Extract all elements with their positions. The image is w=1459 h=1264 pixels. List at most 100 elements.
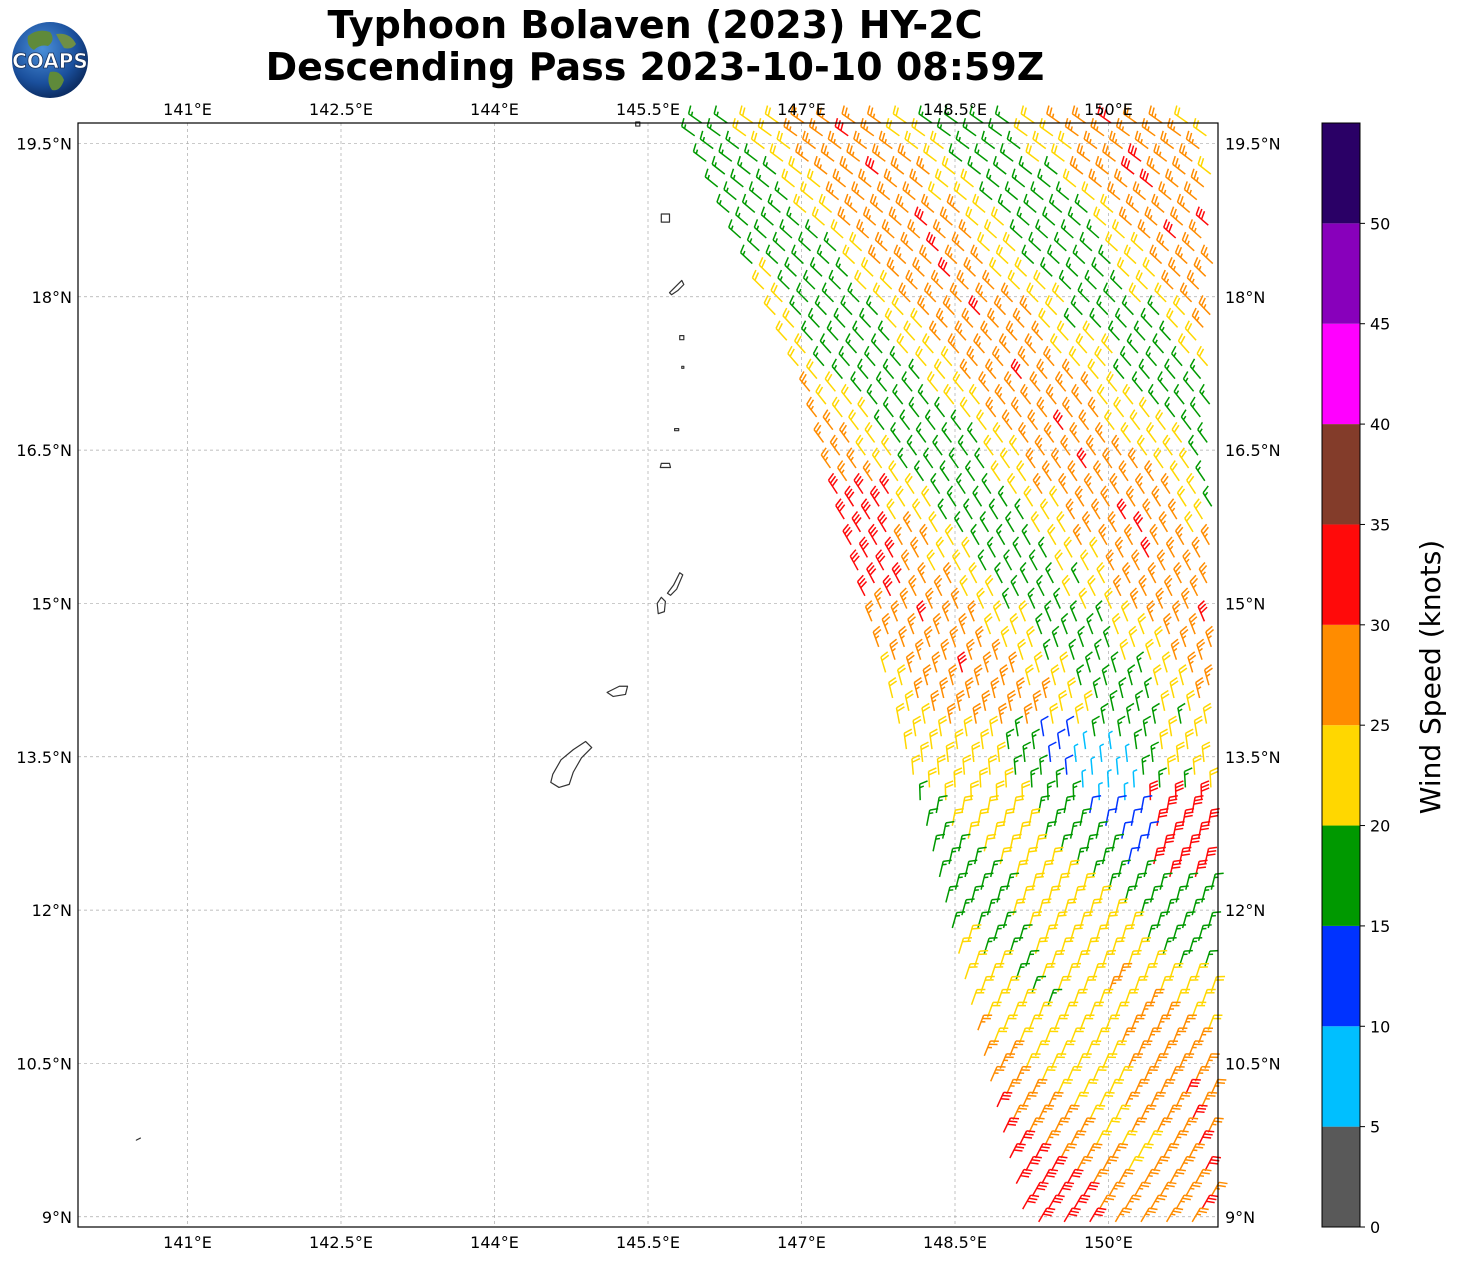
island-outline (660, 213, 671, 223)
wind-barb (1083, 472, 1094, 495)
wind-barb (983, 434, 994, 456)
wind-barb (986, 794, 999, 814)
wind-barb (1069, 421, 1080, 443)
wind-barb (1108, 872, 1122, 890)
lon-tick-label-top: 145.5°E (616, 100, 680, 119)
wind-barb (1191, 1207, 1209, 1223)
wind-barb (1018, 600, 1028, 622)
wind-barb (1160, 472, 1171, 495)
wind-barb (1138, 358, 1150, 380)
wind-barb (864, 600, 874, 622)
wind-barb (969, 105, 984, 124)
wind-barb (1142, 715, 1152, 737)
wind-barb (1063, 1001, 1079, 1018)
wind-barb (918, 244, 932, 265)
lat-tick-label-right: 12°N (1225, 901, 1265, 920)
wind-barb (960, 168, 974, 188)
wind-barb (1188, 1040, 1204, 1057)
wind-barb (909, 536, 920, 558)
wind-barb (1178, 1053, 1195, 1069)
wind-barb (926, 371, 939, 392)
wind-barb (936, 118, 951, 137)
wind-barb (1018, 924, 1033, 942)
wind-barb (1177, 333, 1190, 354)
wind-barb (900, 549, 910, 571)
wind-barb (944, 780, 954, 801)
wind-barb (935, 536, 945, 558)
wind-barb (977, 549, 987, 571)
wind-barb (946, 485, 957, 507)
wind-barb (967, 155, 982, 175)
wind-barb (1100, 193, 1114, 213)
wind-barb (1046, 105, 1061, 124)
wind-barb (939, 206, 953, 226)
wind-barb (1045, 383, 1057, 405)
wind-barb (1031, 728, 1040, 750)
wind-barb (1012, 307, 1025, 328)
wind-barb (1002, 1117, 1020, 1133)
wind-barb (1201, 1091, 1218, 1108)
wind-barb (881, 612, 891, 635)
wind-barb (853, 472, 864, 495)
lon-tick-label-bottom: 148.5°E (923, 1233, 987, 1252)
wind-barb (1025, 846, 1039, 865)
wind-barb (1187, 434, 1199, 456)
wind-barb (1162, 937, 1177, 954)
wind-barb (999, 664, 1009, 686)
wind-barb (1096, 383, 1108, 405)
colorbar: 0 5 10 15 20 25 30 35 40 45 50 (1321, 122, 1390, 1237)
wind-barb (1060, 1040, 1076, 1057)
wind-barb (1079, 1117, 1096, 1133)
wind-barb (877, 320, 890, 341)
wind-barb (1008, 434, 1020, 456)
wind-barb (923, 143, 937, 162)
wind-barb (1194, 859, 1208, 878)
wind-barb (987, 754, 997, 775)
wind-barb (1202, 702, 1212, 724)
wind-barb (1028, 549, 1038, 571)
wind-barb (1034, 937, 1049, 954)
wind-barb (1081, 511, 1092, 533)
wind-barb (1184, 728, 1194, 750)
colorbar-bin (1322, 725, 1360, 826)
wind-barb (1127, 846, 1141, 865)
wind-barb (1117, 962, 1133, 980)
wind-barb (1123, 244, 1137, 265)
wind-barb (763, 295, 776, 316)
wind-barb (844, 193, 858, 213)
wind-barb (855, 434, 866, 456)
wind-barb (1114, 1207, 1133, 1223)
colorbar-tick-label: 10 (1370, 1017, 1390, 1036)
wind-barb (816, 244, 830, 265)
wind-barb (1024, 664, 1034, 686)
wind-barb (942, 295, 955, 316)
colorbar-tick-label: 45 (1370, 315, 1390, 334)
wind-barb (1108, 975, 1123, 993)
wind-barb (849, 549, 860, 571)
wind-barb (827, 130, 842, 150)
wind-barb (1085, 1040, 1102, 1057)
wind-barb (1137, 1040, 1153, 1057)
wind-barb (1109, 130, 1124, 150)
wind-barb (842, 244, 856, 265)
wind-barb (1078, 587, 1088, 609)
wind-barb (1186, 472, 1197, 495)
coastlines (135, 121, 685, 1141)
wind-barb (1069, 820, 1083, 839)
wind-barb (970, 244, 984, 265)
wind-barb (1087, 574, 1096, 597)
wind-barb (1076, 949, 1091, 967)
wind-barb (908, 574, 917, 597)
colorbar-tick-label: 15 (1370, 917, 1390, 936)
wind-barb (1120, 600, 1130, 622)
wind-barb (1119, 345, 1132, 367)
wind-barb (1098, 1091, 1115, 1108)
wind-barb (1167, 257, 1181, 277)
wind-barb (1060, 937, 1075, 954)
wind-barb (919, 523, 929, 546)
wind-barb (757, 118, 772, 137)
wind-barb (1188, 1143, 1205, 1159)
wind-barb (1037, 1001, 1053, 1018)
wind-barb (925, 231, 939, 252)
wind-barb (1185, 1078, 1201, 1095)
